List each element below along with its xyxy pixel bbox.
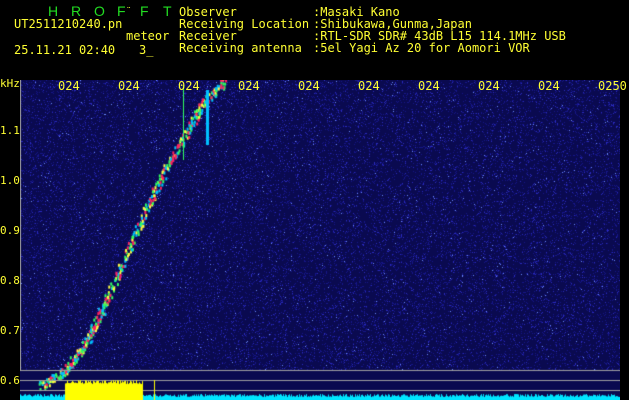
title-letter: T [163,3,172,19]
datetime: 25.11.21 02:40 [14,43,116,57]
time-label: 0247 [418,80,440,92]
time-label: 0242 [118,80,140,92]
y-tick-label: 1.1 [0,124,20,137]
y-tick-label: 0.8 [0,274,20,287]
time-label: 0246 [358,80,380,92]
title-letter: O [94,3,105,19]
location-value: :Shibukawa,Gunma,Japan [313,17,472,31]
time-label: 0250 [598,80,627,92]
receiver-value: :RTL-SDR SDR# 43dB L15 114.1MHz USB [313,29,566,43]
observer-label: Observer [179,5,237,19]
y-tick-label: 0.9 [0,224,20,237]
filename: UT2511210240.pn [14,17,123,31]
title-letter: H [48,3,59,19]
title-letter: R [71,3,82,19]
count: 3_ [139,43,154,57]
time-label: 0243 [178,80,200,92]
time-label: 0245 [298,80,320,92]
y-tick-label: 1.0 [0,174,20,187]
time-label: 0249 [538,80,560,92]
location-label: Receiving Location [179,17,310,31]
antenna-label: Receiving antenna [179,41,302,55]
y-tick-label: 0.6 [0,374,20,387]
time-label: 0244 [238,80,260,92]
unit-label: kHz [0,77,20,90]
title-letter: F [117,3,126,19]
antenna-value: :5el Yagi Az 20 for Aomori VOR [313,41,530,55]
y-tick-label: 0.7 [0,324,20,337]
title-letter: F [140,3,149,19]
time-label: 0241 [58,80,80,92]
spectrogram [20,80,620,400]
receiver-label: Receiver [179,29,237,43]
filename-tail: ¨ [126,7,132,17]
observer-value: :Masaki Kano [313,5,400,19]
detection-type: meteor [126,29,170,43]
time-label: 0248 [478,80,500,92]
